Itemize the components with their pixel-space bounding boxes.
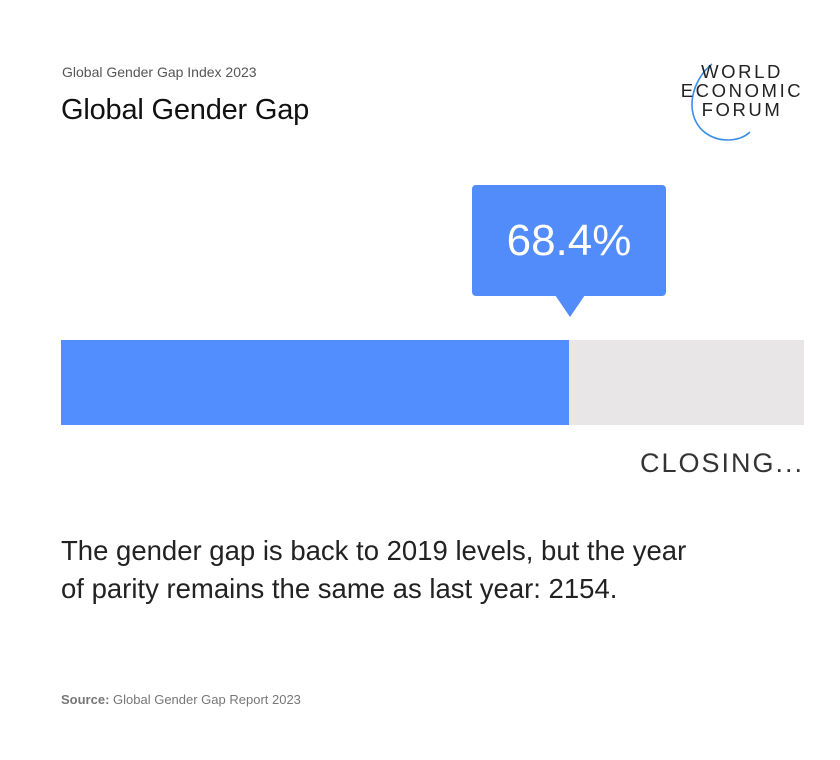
logo-line-3: FORUM	[701, 99, 783, 120]
logo-arc-icon	[691, 63, 751, 141]
chart-title: Global Gender Gap	[61, 94, 310, 126]
logo-text: WORLD ECONOMIC FORUM	[672, 62, 812, 119]
source-note: Source: Global Gender Gap Report 2023	[61, 692, 301, 707]
value-label: 68.4%	[506, 215, 632, 265]
progress-track	[61, 340, 804, 425]
logo-line-1: WORLD	[701, 61, 783, 82]
logo-line-2: ECONOMIC	[680, 80, 804, 101]
source-text: Global Gender Gap Report 2023	[109, 692, 301, 707]
chart-subtitle: Global Gender Gap Index 2023	[62, 64, 257, 80]
description-text: The gender gap is back to 2019 levels, b…	[61, 535, 687, 604]
callout-pointer	[555, 295, 585, 317]
progress-fill	[61, 340, 570, 425]
wef-logo: WORLD ECONOMIC FORUM	[672, 62, 812, 150]
source-label: Source:	[61, 692, 110, 707]
status-label: CLOSING...	[639, 448, 804, 478]
value-callout: 68.4%	[472, 185, 666, 296]
